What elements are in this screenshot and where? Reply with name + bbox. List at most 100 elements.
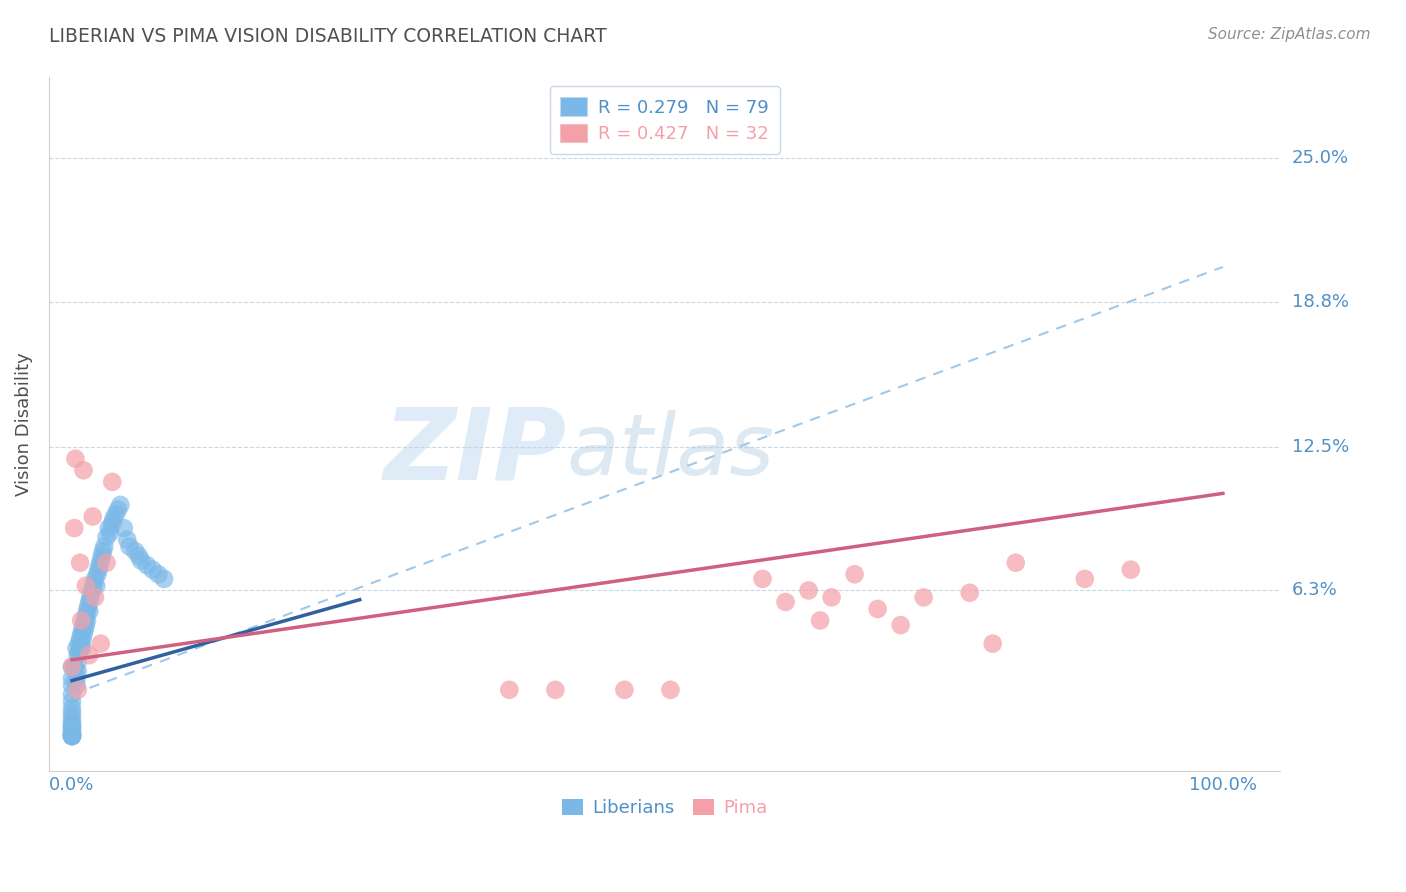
Point <box>103 512 125 526</box>
Point <box>129 553 152 567</box>
Point <box>751 572 773 586</box>
Point <box>84 572 107 586</box>
Point <box>65 678 87 692</box>
Point <box>613 682 636 697</box>
Point <box>73 623 96 637</box>
Point <box>498 682 520 697</box>
Point <box>60 701 83 715</box>
Point <box>63 521 86 535</box>
Point <box>60 729 83 743</box>
Point <box>60 724 83 739</box>
Point <box>65 671 87 685</box>
Point <box>72 632 94 646</box>
Point <box>60 659 83 673</box>
Point <box>76 604 98 618</box>
Point <box>60 720 83 734</box>
Point <box>70 614 93 628</box>
Text: 12.5%: 12.5% <box>1292 438 1348 456</box>
Point <box>60 678 83 692</box>
Point <box>912 591 935 605</box>
Point <box>60 706 83 720</box>
Point <box>72 463 94 477</box>
Point <box>60 729 83 743</box>
Point <box>72 618 94 632</box>
Point <box>107 502 129 516</box>
Text: 18.8%: 18.8% <box>1292 293 1348 310</box>
Point <box>110 498 132 512</box>
Point <box>135 558 157 572</box>
Point <box>101 516 124 531</box>
Point <box>124 544 146 558</box>
Point <box>96 530 118 544</box>
Point <box>60 688 83 702</box>
Point <box>72 641 94 656</box>
Point <box>69 641 91 656</box>
Text: ZIP: ZIP <box>384 403 567 500</box>
Point <box>60 729 83 743</box>
Point <box>890 618 912 632</box>
Text: 25.0%: 25.0% <box>1292 149 1348 168</box>
Point <box>77 604 100 618</box>
Point <box>72 627 94 641</box>
Point <box>60 722 83 736</box>
Point <box>84 579 107 593</box>
Point <box>79 591 101 605</box>
Point <box>91 544 114 558</box>
Point <box>80 586 103 600</box>
Point <box>69 632 91 646</box>
Point <box>70 627 93 641</box>
Point <box>866 602 889 616</box>
Point <box>83 576 105 591</box>
Point <box>820 591 842 605</box>
Point <box>82 509 104 524</box>
Point <box>60 659 83 673</box>
Point <box>90 549 112 563</box>
Point <box>65 641 87 656</box>
Point <box>90 553 112 567</box>
Point <box>66 655 89 669</box>
Text: LIBERIAN VS PIMA VISION DISABILITY CORRELATION CHART: LIBERIAN VS PIMA VISION DISABILITY CORRE… <box>49 27 607 45</box>
Point <box>82 581 104 595</box>
Point <box>73 614 96 628</box>
Point <box>72 623 94 637</box>
Point <box>96 556 118 570</box>
Point <box>60 717 83 731</box>
Point <box>77 599 100 614</box>
Point <box>153 572 176 586</box>
Point <box>89 558 111 572</box>
Point <box>66 648 89 662</box>
Point <box>142 563 165 577</box>
Point <box>66 682 89 697</box>
Point <box>118 540 141 554</box>
Point <box>844 567 866 582</box>
Point <box>128 549 150 563</box>
Point <box>76 614 98 628</box>
Point <box>1119 563 1142 577</box>
Y-axis label: Vision Disability: Vision Disability <box>15 352 32 496</box>
Point <box>148 567 170 582</box>
Point <box>67 646 90 660</box>
Legend: Liberians, Pima: Liberians, Pima <box>554 791 775 824</box>
Point <box>70 637 93 651</box>
Point <box>797 583 820 598</box>
Point <box>60 729 83 743</box>
Point <box>60 694 83 708</box>
Point <box>84 591 107 605</box>
Point <box>98 525 121 540</box>
Point <box>93 540 115 554</box>
Point <box>60 715 83 730</box>
Point <box>75 579 97 593</box>
Point <box>60 727 83 741</box>
Point <box>544 682 567 697</box>
Point <box>959 586 981 600</box>
Text: atlas: atlas <box>567 410 775 493</box>
Point <box>104 507 127 521</box>
Point <box>659 682 682 697</box>
Point <box>775 595 797 609</box>
Text: 6.3%: 6.3% <box>1292 582 1337 599</box>
Point <box>101 475 124 489</box>
Point <box>66 665 89 679</box>
Point <box>60 671 83 685</box>
Point <box>77 595 100 609</box>
Point <box>60 727 83 741</box>
